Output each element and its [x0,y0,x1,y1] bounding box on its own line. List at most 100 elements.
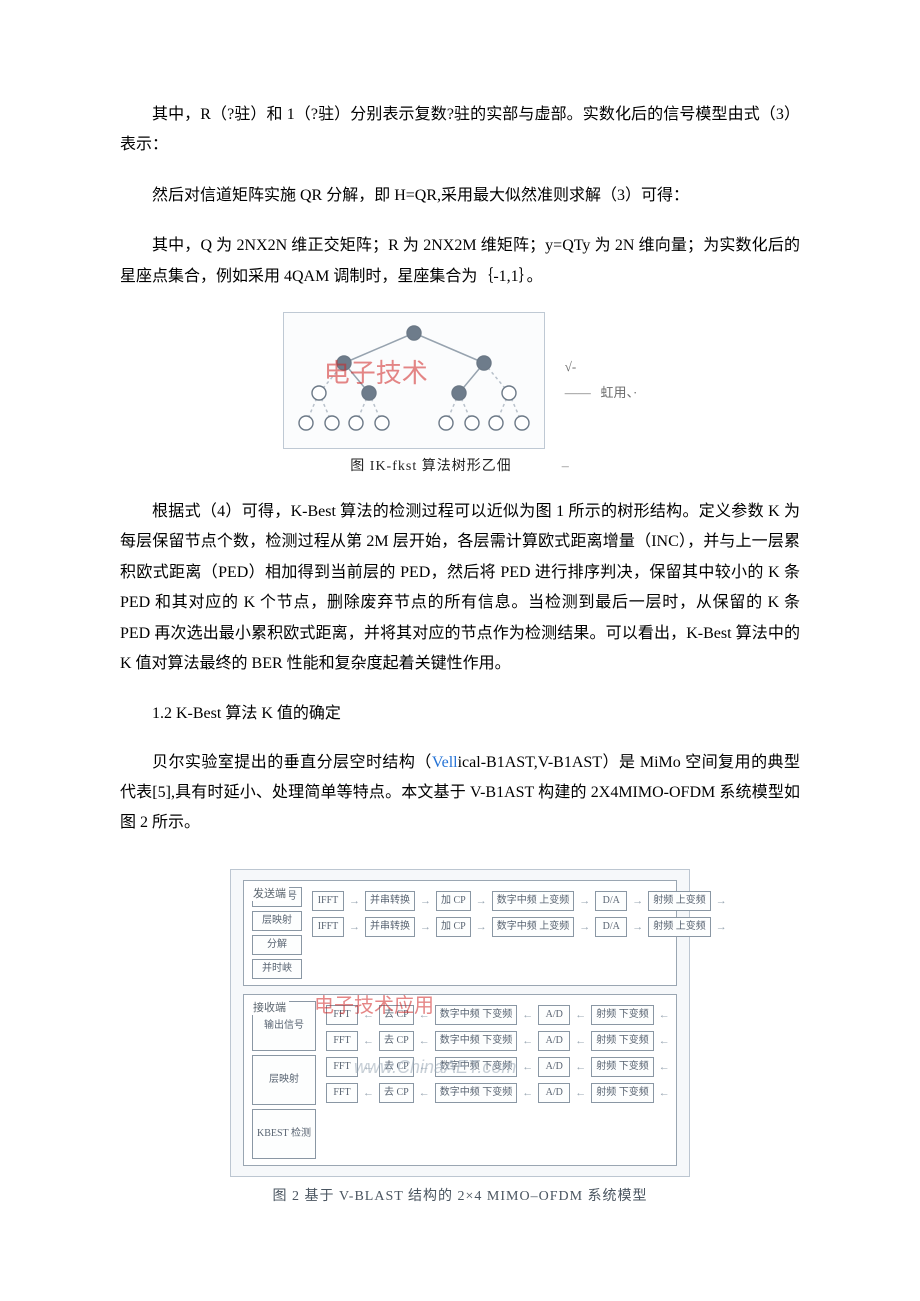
paragraph: 然后对信道矩阵实施 QR 分解，即 H=QR,采用最大似然准则求解（3）可得： [120,181,800,211]
legend-line: √- [565,354,638,380]
arrow-icon: ← [362,1035,375,1047]
arch-box: 射频 下变频 [591,1005,654,1025]
arrow-icon: ← [658,1009,671,1021]
arch-box: D/A [595,917,627,937]
figure-2-caption: 图 2 基于 V-BLAST 结构的 2×4 MIMO–OFDM 系统模型 [272,1185,647,1205]
arch-row: FFT←去 CP←数字中频 下变频←A/D←射频 下变频← [326,1083,671,1103]
arch-row: IFFT→并串转换→加 CP→数字中频 上变频→D/A→射频 上变频→ [312,917,728,937]
arch-box: 去 CP [379,1057,414,1077]
tx-rows: IFFT→并串转换→加 CP→数字中频 上变频→D/A→射频 上变频→IFFT→… [312,891,728,979]
arch-box: 数字中频 下变频 [435,1083,518,1103]
paragraph: 其中，Q 为 2NX2N 维正交矩阵；R 为 2NX2M 维矩阵；y=QTy 为… [120,231,800,292]
arch-row: FFT←去 CP←数字中频 下变频←A/D←射频 下变频← [326,1031,671,1051]
arch-box: A/D [538,1057,570,1077]
figure-2: 发送端 输入信号层映射分解并时峡 IFFT→并串转换→加 CP→数字中频 上变频… [120,869,800,1205]
arrow-icon: ← [521,1061,534,1073]
legend-line: —— 虹用、· [565,380,638,406]
arch-row: FFT←去 CP←数字中频 下变频←A/D←射频 下变频← [326,1057,671,1077]
figure-1: 电子技术 √- —— 虹用、· 图 IK-fkst 算法树形乙佃 [120,312,800,475]
arrow-icon: → [419,921,432,933]
arch-box: 射频 上变频 [648,891,711,911]
arch-box: 射频 下变频 [591,1057,654,1077]
arrow-icon: → [578,921,591,933]
arch-box: 数字中频 下变频 [435,1057,518,1077]
arch-box: 去 CP [379,1083,414,1103]
arrow-icon: → [631,895,644,907]
paragraph: 根据式（4）可得，K-Best 算法的检测过程可以近似为图 1 所示的树形结构。… [120,497,800,679]
rx-rows: FFT←去 CP←数字中频 下变频←A/D←射频 下变频←FFT←去 CP←数字… [326,1005,671,1159]
arch-box: 层映射 [252,911,302,931]
figure-1-caption: 图 IK-fkst 算法树形乙佃 [350,455,569,475]
arrow-icon: ← [418,1009,431,1021]
arrow-icon: → [578,895,591,907]
arrow-icon: → [715,895,728,907]
paragraph: 其中，R（?驻）和 1（?驻）分别表示复数?驻的实部与虚部。实数化后的信号模型由… [120,100,800,161]
arrow-icon: → [715,921,728,933]
arch-box: 数字中频 上变频 [492,917,575,937]
paragraph: 贝尔实验室提出的垂直分层空时结构（Vellical-B1AST,V-B1AST）… [120,748,800,839]
arrow-icon: ← [521,1087,534,1099]
arrow-icon: → [475,895,488,907]
arch-box: 层映射 [252,1055,316,1105]
arrow-icon: ← [574,1035,587,1047]
arch-row: FFT←去 CP←数字中频 下变频←A/D←射频 下变频← [326,1005,671,1025]
arrow-icon: ← [362,1061,375,1073]
tree-diagram: 电子技术 [283,312,545,449]
arch-box: A/D [538,1083,570,1103]
arch-box: 加 CP [436,917,471,937]
arrow-icon: → [348,921,361,933]
rx-section: 接收端 电子技术应用 www.ChinaAET.com 输出信号层映射KBEST… [243,994,677,1166]
figure-2-frame: 发送端 输入信号层映射分解并时峡 IFFT→并串转换→加 CP→数字中频 上变频… [230,869,690,1177]
rx-label: 接收端 [250,999,289,1015]
arch-box: 加 CP [436,891,471,911]
arch-box: 分解 [252,935,302,955]
arrow-icon: → [348,895,361,907]
arrow-icon: → [631,921,644,933]
arch-box: FFT [326,1005,358,1025]
arrow-icon: ← [362,1087,375,1099]
arrow-icon: ← [418,1087,431,1099]
arch-box: A/D [538,1031,570,1051]
arrow-icon: ← [574,1087,587,1099]
arch-box: 射频 上变频 [648,917,711,937]
arrow-icon: → [419,895,432,907]
arch-box: IFFT [312,917,344,937]
arch-box: 数字中频 上变频 [492,891,575,911]
arch-box: 射频 下变频 [591,1083,654,1103]
tx-label: 发送端 [250,885,289,901]
arch-box: FFT [326,1031,358,1051]
arrow-icon: ← [418,1035,431,1047]
arch-box: FFT [326,1083,358,1103]
arch-box: IFFT [312,891,344,911]
arch-box: 去 CP [379,1031,414,1051]
arch-box: 去 CP [379,1005,414,1025]
arch-box: 并串转换 [365,891,415,911]
arch-box: A/D [538,1005,570,1025]
arch-box: 数字中频 下变频 [435,1031,518,1051]
arrow-icon: ← [362,1009,375,1021]
arch-box: 并时峡 [252,959,302,979]
arch-box: FFT [326,1057,358,1077]
arrow-icon: ← [658,1061,671,1073]
rx-prefix: 输出信号层映射KBEST 检测 [252,1001,316,1159]
inline-link[interactable]: Vell [432,754,458,771]
arrow-icon: ← [418,1061,431,1073]
arch-box: 射频 下变频 [591,1031,654,1051]
arch-box: D/A [595,891,627,911]
arch-box: KBEST 检测 [252,1109,316,1159]
arrow-icon: ← [574,1009,587,1021]
figure-1-body: 电子技术 √- —— 虹用、· [283,312,638,449]
arrow-icon: ← [521,1009,534,1021]
arrow-icon: ← [658,1035,671,1047]
tree-legend: √- —— 虹用、· [565,354,638,406]
section-title-1-2: 1.2 K-Best 算法 K 值的确定 [120,699,800,729]
arrow-icon: ← [521,1035,534,1047]
tree-svg [294,319,534,437]
arrow-icon: → [475,921,488,933]
arch-box: 数字中频 下变频 [435,1005,518,1025]
arch-box: 并串转换 [365,917,415,937]
tx-section: 发送端 输入信号层映射分解并时峡 IFFT→并串转换→加 CP→数字中频 上变频… [243,880,677,986]
text-run: 贝尔实验室提出的垂直分层空时结构（ [152,754,432,771]
arrow-icon: ← [574,1061,587,1073]
arrow-icon: ← [658,1087,671,1099]
